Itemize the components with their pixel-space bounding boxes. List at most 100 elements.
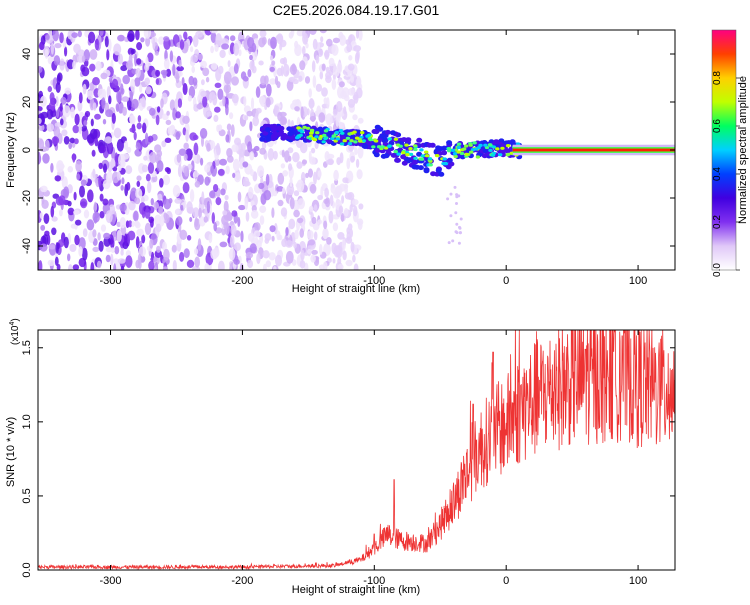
spectrogram-noise-blob xyxy=(204,207,208,217)
spectrogram-noise-blob xyxy=(218,129,226,137)
spectrogram-noise-blob xyxy=(182,127,187,136)
spectrogram-noise-blob xyxy=(48,244,56,250)
spectrogram-noise-blob xyxy=(62,105,71,118)
spectrogram-noise-blob xyxy=(231,210,238,217)
spectrogram-signal-peak xyxy=(505,153,510,157)
spectrogram-noise-blob xyxy=(38,260,43,270)
spectrogram-tail-dot xyxy=(453,185,457,189)
spectrogram-noise-blob xyxy=(162,174,171,186)
spectrogram-noise-blob xyxy=(89,49,98,60)
spectrogram-noise-blob xyxy=(225,165,230,175)
spectrogram-signal-blob xyxy=(264,127,271,133)
spectrogram-noise-blob xyxy=(120,65,128,72)
spectrogram-noise-blob xyxy=(135,236,140,249)
spectrogram-noise-blob xyxy=(226,123,232,131)
spectrogram-noise-blob xyxy=(335,68,340,77)
spectrogram-noise-blob xyxy=(202,96,208,108)
spectrogram-noise-blob xyxy=(294,229,299,240)
spectrogram-noise-blob xyxy=(116,171,121,181)
spectrogram-noise-blob xyxy=(137,115,142,123)
spectrogram-tail-dot xyxy=(449,214,453,218)
spectrogram-noise-blob xyxy=(303,185,308,193)
spectrogram-tail-dot xyxy=(447,241,451,245)
spectrogram-noise-blob xyxy=(135,142,141,150)
spectrogram-noise-blob xyxy=(111,112,116,124)
spectrogram-tail-dot xyxy=(455,202,458,205)
spectrogram-noise-blob xyxy=(172,184,181,198)
spectrogram-noise-blob xyxy=(86,219,95,231)
spectrogram-noise-blob xyxy=(250,210,259,219)
spectrogram-noise-blob xyxy=(190,46,194,53)
spectrogram-noise-blob xyxy=(147,162,155,174)
spectrogram-signal-blob xyxy=(362,144,368,149)
spectrogram-signal-blob xyxy=(438,171,445,177)
spectrogram-noise-blob xyxy=(338,183,346,192)
spectrogram-noise-blob xyxy=(282,57,288,66)
spectrogram-noise-blob xyxy=(194,248,199,255)
spectrogram-noise-blob xyxy=(100,72,108,80)
snr-panel: -300 -200 -100 0 100 0.0 0.5 1.0 1.5 Height of s… xyxy=(5,318,676,596)
spectrogram-noise-blob xyxy=(317,194,323,201)
spectrogram-noise-blob xyxy=(156,245,161,253)
spectrogram-signal-peak xyxy=(427,157,433,161)
spectrogram-noise-blob xyxy=(89,63,96,72)
spectrogram-noise-blob xyxy=(50,205,55,218)
spectrogram-noise-blob xyxy=(99,30,104,37)
spectrogram-noise-blob xyxy=(192,34,199,48)
spectrogram-noise-blob xyxy=(103,163,107,173)
spectrogram-signal-peak xyxy=(334,130,340,135)
spectrogram-noise-blob xyxy=(158,205,164,215)
spectrogram-noise-blob xyxy=(313,231,318,241)
spectrogram-noise-blob xyxy=(93,201,98,212)
spectrogram-signal-peak xyxy=(408,147,413,151)
spectrogram-signal-blob xyxy=(265,136,272,142)
spectrogram-noise-blob xyxy=(196,103,204,110)
spectrogram-noise-blob xyxy=(263,190,272,201)
spectrogram-noise-blob xyxy=(179,251,185,262)
spectrogram-noise-blob xyxy=(350,155,355,163)
spectrogram-signal-peak xyxy=(464,152,469,156)
spectrogram-noise-blob xyxy=(222,210,228,216)
colorbar-label: Normalized spectral amplitude xyxy=(737,76,749,224)
spectrogram-signal-blob xyxy=(374,124,381,130)
spectrogram-noise-blob xyxy=(129,115,136,125)
spectrogram-noise-blob xyxy=(211,212,215,224)
spectrogram-noise-blob xyxy=(56,74,61,85)
spectrogram-noise-blob xyxy=(237,191,242,203)
spectrogram-noise-blob xyxy=(338,205,344,214)
spectrogram-signal-peak xyxy=(424,150,429,154)
spectrogram-noise-blob xyxy=(175,72,180,84)
spectrogram-noise-blob xyxy=(164,137,172,143)
colorbar-tick-label: 0.8 xyxy=(712,71,723,85)
spectrogram-noise-blob xyxy=(79,185,85,198)
spectrogram-tail-dot xyxy=(454,230,458,234)
spectrogram-noise-blob xyxy=(291,63,296,72)
spectrogram-noise-blob xyxy=(144,208,151,219)
spectrogram-noise-blob xyxy=(213,158,221,166)
spectrogram-noise-blob xyxy=(106,49,110,61)
x-tick-label: 0 xyxy=(503,575,509,587)
spectrogram-signal-peak xyxy=(353,140,358,144)
spectrogram-noise-blob xyxy=(59,209,63,217)
spectrogram-noise-blob xyxy=(309,156,316,165)
spectrogram-noise-blob xyxy=(298,75,303,82)
spectrogram-noise-blob xyxy=(299,142,308,154)
spectrogram-noise-blob xyxy=(119,217,126,229)
spectrogram-noise-blob xyxy=(70,223,77,229)
y-tick-label: -40 xyxy=(21,238,33,254)
spectrogram-noise-blob xyxy=(333,169,339,181)
spectrogram-noise-blob xyxy=(177,164,183,178)
spectrogram-noise-blob xyxy=(276,186,284,192)
spectrogram-noise-blob xyxy=(254,222,261,232)
spectrogram-noise-blob xyxy=(200,60,208,69)
spectrogram-noise-blob xyxy=(117,34,125,42)
spectrogram-signal-blob xyxy=(446,140,453,146)
spectrogram-noise-blob xyxy=(69,137,76,144)
spectrogram-noise-blob xyxy=(269,78,277,85)
spectrogram-noise-blob xyxy=(108,95,112,105)
spectrogram-noise-blob xyxy=(47,259,55,266)
spectrogram-noise-blob xyxy=(118,164,122,172)
spectrogram-noise-blob xyxy=(141,164,149,173)
spectrogram-signal-peak xyxy=(500,146,505,150)
spectrogram-noise-blob xyxy=(247,232,255,242)
